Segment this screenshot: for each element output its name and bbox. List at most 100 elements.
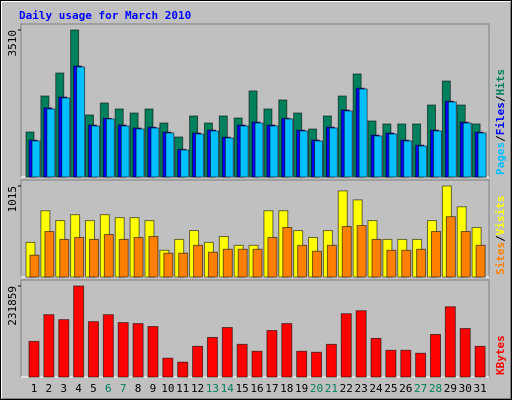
x-tick-label: 2: [46, 382, 53, 395]
legend: KBytes: [494, 335, 507, 375]
x-tick-label: 8: [135, 382, 142, 395]
bar: [444, 306, 456, 378]
bar: [430, 231, 441, 278]
bar: [296, 350, 308, 378]
x-tick-label: 18: [280, 382, 293, 395]
bar: [252, 248, 263, 278]
legend-entry: Pages: [494, 142, 507, 175]
bar: [340, 313, 352, 378]
bar: [326, 244, 337, 278]
bar: [224, 137, 234, 178]
legend-entry: Hits: [494, 69, 507, 96]
bar: [447, 101, 457, 178]
bar: [297, 244, 308, 278]
bar: [103, 234, 114, 278]
bar: [118, 238, 129, 278]
bar: [429, 333, 441, 378]
bar: [237, 248, 248, 278]
bar: [312, 250, 323, 278]
y-tick-label: 1015: [6, 186, 19, 213]
bar: [343, 110, 353, 178]
bar: [373, 135, 383, 178]
bar: [462, 122, 472, 178]
x-tick-label: 19: [295, 382, 308, 395]
bar: [222, 248, 233, 278]
bar: [59, 238, 70, 278]
x-tick-label: 15: [236, 382, 249, 395]
x-tick-label: 21: [325, 382, 338, 395]
bar: [87, 321, 99, 378]
bar: [460, 231, 471, 278]
legend-entry: Files: [494, 102, 507, 135]
bar: [177, 361, 189, 378]
bar: [148, 235, 159, 278]
legend-separator: /: [494, 135, 507, 142]
bar: [76, 66, 86, 178]
x-tick-label: 3: [60, 382, 67, 395]
bar: [400, 349, 412, 378]
bar: [418, 145, 428, 178]
bar: [105, 118, 115, 178]
bar: [207, 251, 218, 278]
x-tick-label: 22: [340, 382, 353, 395]
bar: [356, 225, 367, 278]
bar: [90, 125, 100, 178]
chart-title: Daily usage for March 2010: [19, 9, 191, 22]
bar: [44, 231, 55, 278]
x-tick-label: 16: [250, 382, 263, 395]
bar: [163, 252, 174, 278]
bar: [73, 285, 85, 378]
x-tick-label: 30: [459, 382, 472, 395]
bar: [192, 345, 204, 378]
x-tick-label: 24: [369, 382, 383, 395]
legend-separator: /: [494, 235, 507, 242]
bar: [371, 238, 382, 278]
bar: [403, 140, 413, 178]
x-tick-label: 4: [75, 382, 82, 395]
bar: [311, 351, 323, 378]
bar: [206, 336, 218, 378]
bar: [388, 133, 398, 178]
x-tick-label: 17: [265, 382, 278, 395]
bar: [195, 133, 205, 178]
x-tick-label: 27: [414, 382, 427, 395]
bar: [254, 122, 264, 178]
bar: [236, 343, 248, 378]
bar: [267, 236, 278, 278]
x-tick-label: 26: [399, 382, 412, 395]
bar: [459, 328, 471, 378]
bar: [370, 337, 382, 378]
bevel-light: [1, 1, 511, 399]
y-tick-label: 3510: [6, 30, 19, 57]
x-tick-label: 28: [429, 382, 442, 395]
bar: [415, 352, 427, 378]
x-tick-label: 1: [31, 382, 38, 395]
bevel-dark: [2, 2, 511, 399]
bar: [209, 130, 219, 178]
bar: [266, 330, 278, 378]
bar: [46, 108, 56, 178]
bar: [239, 125, 249, 178]
legend-entry: Visits: [494, 196, 507, 236]
bar: [269, 125, 279, 178]
legend-entry: Sites: [494, 242, 507, 275]
x-tick-label: 11: [176, 382, 189, 395]
bar: [341, 226, 352, 278]
legend-separator: /: [494, 95, 507, 102]
bar: [445, 216, 456, 278]
bar: [61, 97, 71, 178]
x-tick-label: 13: [206, 382, 219, 395]
legend: Sites/Visits: [494, 196, 507, 276]
bar: [475, 244, 486, 278]
bar: [401, 249, 412, 278]
bar: [251, 350, 263, 378]
bar: [432, 130, 442, 178]
bar: [133, 236, 144, 278]
bar: [193, 244, 204, 278]
bar: [284, 118, 294, 178]
x-tick-label: 14: [221, 382, 235, 395]
bar: [135, 128, 145, 178]
x-tick-label: 12: [191, 382, 204, 395]
x-tick-label: 5: [90, 382, 97, 395]
